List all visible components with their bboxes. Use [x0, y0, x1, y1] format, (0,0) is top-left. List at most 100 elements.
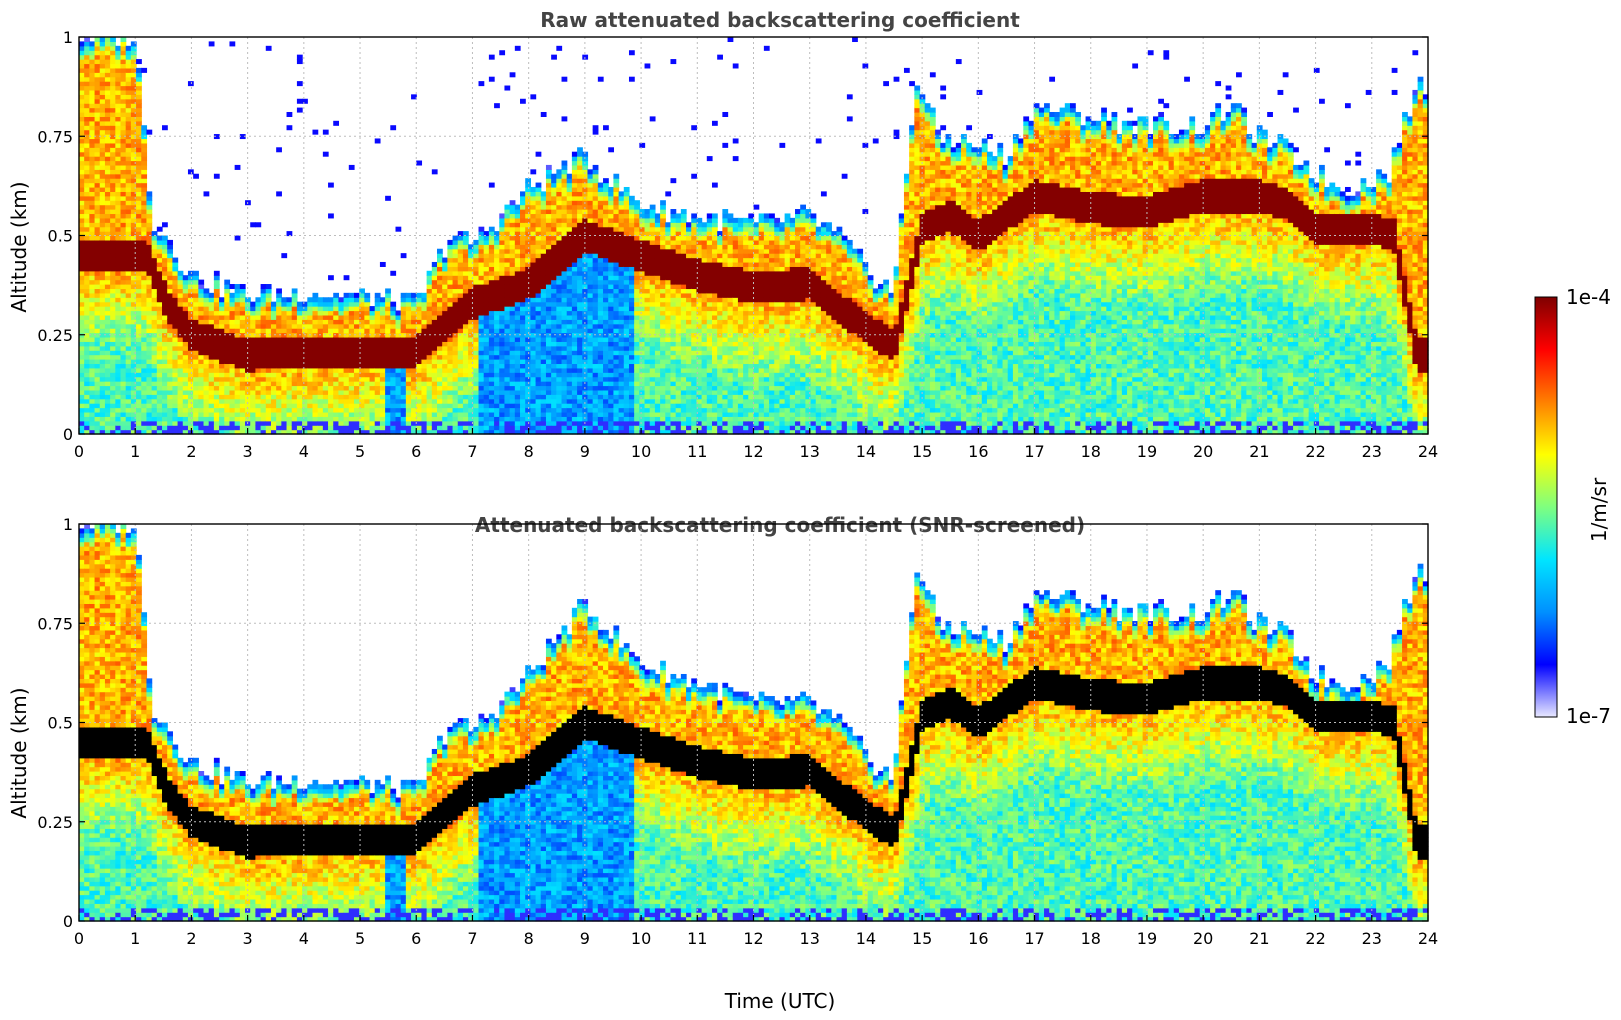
- heatmap-cell: [115, 161, 121, 166]
- heatmap-cell: [115, 116, 121, 121]
- heatmap-cell: [178, 421, 184, 426]
- heatmap-cell: [146, 372, 152, 377]
- heatmap-cell: [126, 196, 132, 201]
- heatmap-cell: [79, 218, 85, 223]
- heatmap-cell: [105, 258, 111, 263]
- heatmap-cell: [121, 41, 127, 46]
- heatmap-cell: [121, 178, 127, 183]
- heatmap-cell: [110, 328, 116, 333]
- heatmap-cell: [131, 112, 137, 117]
- heatmap-cell: [105, 196, 111, 201]
- heatmap-cell: [115, 416, 121, 421]
- heatmap-cell: [152, 355, 158, 360]
- heatmap-cell: [121, 293, 127, 298]
- heatmap-cell: [121, 116, 127, 121]
- heatmap-cell: [131, 249, 137, 254]
- heatmap-cell: [95, 143, 101, 148]
- heatmap-cell: [79, 165, 85, 170]
- heatmap-cell: [121, 244, 127, 249]
- heatmap-cell: [84, 302, 90, 307]
- heatmap-cell: [110, 240, 116, 245]
- heatmap-cell: [141, 262, 147, 267]
- heatmap-cell: [146, 222, 152, 227]
- heatmap-cell: [146, 236, 152, 241]
- heatmap-cell: [110, 390, 116, 395]
- heatmap-cell: [105, 112, 111, 117]
- heatmap-cell: [105, 249, 111, 254]
- heatmap-cell: [115, 288, 121, 293]
- heatmap-cell: [146, 209, 152, 214]
- heatmap-cell: [105, 293, 111, 298]
- heatmap-cell: [100, 227, 106, 232]
- heatmap-cell: [100, 196, 106, 201]
- heatmap-cell: [162, 258, 168, 263]
- heatmap-cell: [110, 416, 116, 421]
- heatmap-cell: [84, 425, 90, 430]
- heatmap-cell: [115, 130, 121, 135]
- heatmap-cell: [84, 368, 90, 373]
- heatmap-cell: [172, 385, 178, 390]
- heatmap-cell: [136, 227, 142, 232]
- heatmap-cell: [89, 355, 95, 360]
- heatmap-cell: [152, 421, 158, 426]
- heatmap-cell: [84, 200, 90, 205]
- heatmap-cell: [126, 262, 132, 267]
- heatmap-cell: [105, 337, 111, 342]
- heatmap-cell: [172, 363, 178, 368]
- heatmap-cell: [115, 156, 121, 161]
- heatmap-cell: [157, 236, 163, 241]
- heatmap-cell: [126, 408, 132, 413]
- heatmap-cell: [136, 130, 142, 135]
- heatmap-cell: [131, 200, 137, 205]
- heatmap-cell: [110, 116, 116, 121]
- heatmap-cell: [136, 236, 142, 241]
- heatmap-cell: [110, 337, 116, 342]
- heatmap-cell: [84, 236, 90, 241]
- heatmap-cell: [95, 147, 101, 152]
- heatmap-cell: [100, 258, 106, 263]
- heatmap-cell: [100, 381, 106, 386]
- heatmap-cell: [100, 59, 106, 64]
- heatmap-cell: [84, 90, 90, 95]
- heatmap-cell: [162, 416, 168, 421]
- heatmap-cell: [105, 191, 111, 196]
- heatmap-cell: [152, 425, 158, 430]
- heatmap-cell: [152, 266, 158, 271]
- heatmap-cell: [115, 72, 121, 77]
- heatmap-cell: [95, 306, 101, 311]
- heatmap-cell: [95, 191, 101, 196]
- heatmap-cell: [84, 359, 90, 364]
- heatmap-cell: [95, 315, 101, 320]
- heatmap-cell: [167, 306, 173, 311]
- heatmap-cell: [110, 262, 116, 267]
- heatmap-cell: [95, 55, 101, 60]
- heatmap-cell: [131, 218, 137, 223]
- heatmap-cell: [100, 399, 106, 404]
- heatmap-cell: [136, 161, 142, 166]
- heatmap-cell: [110, 50, 116, 55]
- heatmap-cell: [167, 408, 173, 413]
- heatmap-cell: [105, 227, 111, 232]
- heatmap-cell: [115, 55, 121, 60]
- heatmap-cell: [126, 394, 132, 399]
- heatmap-cell: [131, 169, 137, 174]
- heatmap-cell: [141, 368, 147, 373]
- heatmap-cell: [131, 90, 137, 95]
- heatmap-cell: [126, 121, 132, 126]
- heatmap-cell: [110, 41, 116, 46]
- heatmap-cell: [172, 390, 178, 395]
- heatmap-cell: [110, 156, 116, 161]
- heatmap-cell: [84, 161, 90, 166]
- heatmap-cell: [141, 346, 147, 351]
- heatmap-cell: [79, 350, 85, 355]
- heatmap-cell: [136, 390, 142, 395]
- heatmap-cell: [110, 77, 116, 82]
- heatmap-cell: [95, 209, 101, 214]
- heatmap-cell: [126, 86, 132, 91]
- heatmap-cell: [146, 244, 152, 249]
- heatmap-cell: [84, 46, 90, 51]
- heatmap-cell: [105, 152, 111, 157]
- heatmap-cell: [89, 183, 95, 188]
- heatmap-cell: [121, 161, 127, 166]
- heatmap-cell: [131, 165, 137, 170]
